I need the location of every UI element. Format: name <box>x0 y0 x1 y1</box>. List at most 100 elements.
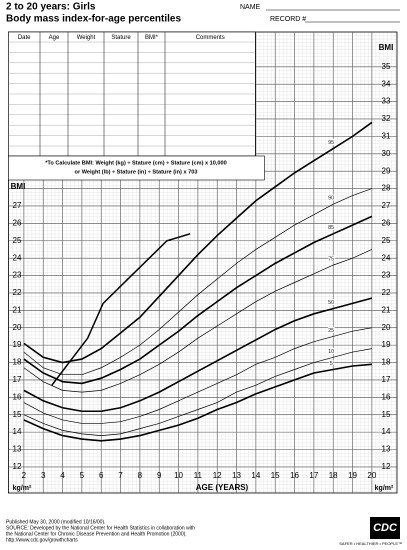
y-tick-label-left: 14 <box>13 427 22 436</box>
y-tick-label-right: 26 <box>382 218 391 227</box>
x-tick-label: 7 <box>118 471 123 480</box>
calc-line: or Weight (lb) ÷ Stature (in) ÷ Stature … <box>75 169 198 175</box>
y-tick-label-left: 24 <box>13 253 22 262</box>
table-header: Stature <box>111 35 131 41</box>
x-tick-label: 20 <box>367 471 376 480</box>
y-label-left: BMI <box>11 182 26 191</box>
y-tick-label-right: 13 <box>382 445 391 454</box>
calc-box <box>8 155 265 181</box>
x-tick-label: 9 <box>157 471 162 480</box>
y-tick-label-right: 14 <box>382 427 391 436</box>
y-tick-label-right: 30 <box>382 149 391 158</box>
x-tick-label: 14 <box>251 471 260 480</box>
y-tick-label-right: 19 <box>382 340 391 349</box>
x-tick-label: 10 <box>174 471 183 480</box>
x-tick-label: 4 <box>60 471 65 480</box>
percentile-curve <box>23 121 373 364</box>
footer-line: Published May 30, 2000 (modified 10/16/0… <box>6 519 106 525</box>
table-header: Weight <box>77 35 96 41</box>
percentile-curve <box>23 188 372 376</box>
title: 2 to 20 years: Girls <box>6 2 96 13</box>
percentile-label: 90 <box>328 196 334 202</box>
y-tick-label-right: 15 <box>382 410 391 419</box>
x-tick-label: 3 <box>41 471 46 480</box>
y-tick-label-left: 27 <box>13 201 22 210</box>
y-tick-label-left: 23 <box>13 271 22 280</box>
percentile-label: 25 <box>328 328 334 334</box>
slogan: SAFER • HEALTHIER • PEOPLE™ <box>339 541 402 546</box>
name-label: NAME <box>240 4 261 11</box>
footer-line: the National Center for Chronic Disease … <box>6 531 187 537</box>
percentile-label: 95 <box>328 140 334 146</box>
y-tick-label-left: 13 <box>13 445 22 454</box>
table-header: Comments <box>196 35 225 41</box>
x-tick-label: 19 <box>348 471 357 480</box>
y-tick-label-right: 22 <box>382 288 391 297</box>
y-tick-label-left: 20 <box>13 323 22 332</box>
table-header: Age <box>49 35 60 41</box>
percentile-curve <box>23 249 373 393</box>
percentile-label: 5 <box>330 361 333 367</box>
entry-table: Date Age Weight Stature BMI* Comments *To Cal… <box>8 31 265 181</box>
y-tick-label-right: 33 <box>382 97 391 106</box>
x-tick-label: 15 <box>271 471 280 480</box>
y-unit-right: kg/m² <box>375 485 394 492</box>
x-tick-label: 2 <box>22 471 27 480</box>
footer-line: SOURCE: Developed by the National Center… <box>6 525 195 531</box>
y-tick-label-left: 26 <box>13 218 22 227</box>
y-tick-label-right: 25 <box>382 236 391 245</box>
percentile-curve <box>23 215 373 385</box>
x-tick-label: 16 <box>290 471 299 480</box>
x-tick-label: 18 <box>329 471 338 480</box>
x-tick-label: 8 <box>138 471 143 480</box>
x-tick-label: 17 <box>309 471 318 480</box>
plot: 1213141516171819202122232425262728293031… <box>13 62 391 480</box>
y-tick-label-right: 24 <box>382 253 391 262</box>
y-tick-label-right: 12 <box>382 462 391 471</box>
y-unit-left: kg/m² <box>13 485 32 492</box>
y-tick-label-left: 21 <box>13 305 22 314</box>
y-tick-label-right: 20 <box>382 323 391 332</box>
percentile-label: 85 <box>328 225 334 231</box>
y-tick-label-right: 31 <box>382 131 391 140</box>
y-tick-label-left: 25 <box>13 236 22 245</box>
y-tick-label-right: 21 <box>382 305 391 314</box>
y-tick-label-left: 22 <box>13 288 22 297</box>
x-tick-label: 6 <box>99 471 104 480</box>
y-tick-label-left: 17 <box>13 375 22 384</box>
y-tick-label-right: 34 <box>382 79 391 88</box>
y-tick-label-right: 28 <box>382 184 391 193</box>
subtitle: Body mass index-for-age percentiles <box>6 14 181 25</box>
percentile-label: 50 <box>328 300 334 306</box>
record-label: RECORD # <box>270 16 306 23</box>
calc-line: *To Calculate BMI: Weight (kg) ÷ Stature… <box>45 160 227 166</box>
x-tick-label: 5 <box>80 471 85 480</box>
x-tick-label: 13 <box>232 471 241 480</box>
y-tick-label-right: 35 <box>382 62 391 71</box>
percentile-curve <box>23 297 373 413</box>
y-tick-label-right: 18 <box>382 358 391 367</box>
y-tick-label-right: 23 <box>382 271 391 280</box>
table-header: BMI* <box>145 35 159 41</box>
y-tick-label-left: 19 <box>13 340 22 349</box>
footer-line: http://www.cdc.gov/growthcharts <box>6 537 78 543</box>
logo-box <box>370 517 400 539</box>
x-tick-label: 12 <box>213 471 222 480</box>
y-tick-label-left: 18 <box>13 358 22 367</box>
x-tick-label: 11 <box>194 471 203 480</box>
logo: CDC <box>373 522 398 534</box>
y-tick-label-right: 17 <box>382 375 391 384</box>
table-header: Date <box>18 35 31 41</box>
percentile-curve <box>23 348 372 436</box>
percentile-curve <box>23 363 372 442</box>
percentile-label: 75 <box>328 257 334 263</box>
y-label-right: BMI <box>379 43 394 52</box>
y-tick-label-right: 16 <box>382 392 391 401</box>
x-label: AGE (YEARS) <box>196 483 249 492</box>
y-tick-label-right: 32 <box>382 114 391 123</box>
y-tick-label-left: 12 <box>13 462 22 471</box>
y-tick-label-left: 15 <box>13 410 22 419</box>
y-tick-label-right: 27 <box>382 201 391 210</box>
percentile-curve <box>23 327 372 424</box>
